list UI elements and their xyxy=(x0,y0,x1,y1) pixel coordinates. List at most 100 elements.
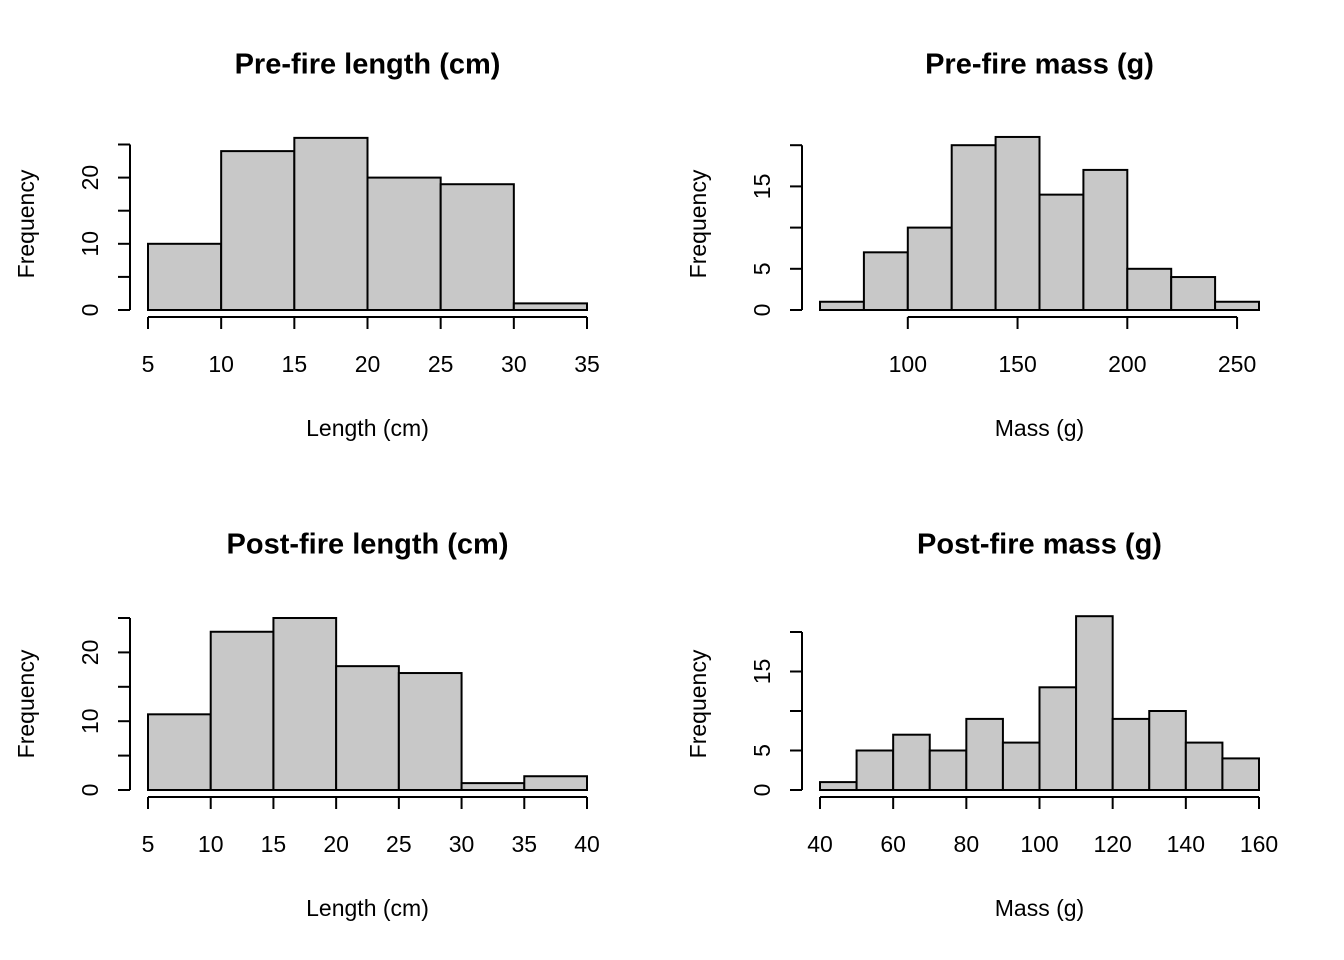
y-axis-label: Frequency xyxy=(685,169,711,278)
x-axis-label: Length (cm) xyxy=(306,895,429,921)
histogram-bar xyxy=(1148,710,1187,791)
histogram-bars xyxy=(819,135,1260,312)
x-tick-label: 100 xyxy=(1020,831,1058,857)
x-tick-label: 40 xyxy=(574,831,600,857)
panel-title: Pre-fire mass (g) xyxy=(925,49,1154,81)
x-tick-label: 25 xyxy=(428,351,454,377)
y-tick-label: 10 xyxy=(77,231,103,257)
x-tick-label: 20 xyxy=(323,831,349,857)
y-axis-label: Frequency xyxy=(13,649,39,758)
histogram-bar xyxy=(460,782,526,791)
histogram-bar xyxy=(1038,193,1085,311)
x-tick-label: 30 xyxy=(449,831,475,857)
x-tick-label: 15 xyxy=(282,351,308,377)
panel-pre-fire-length: Pre-fire length (cm) Length (cm) Frequen… xyxy=(13,49,600,441)
histogram-bar xyxy=(819,781,858,791)
x-tick-label: 40 xyxy=(807,831,833,857)
x-axis-label: Length (cm) xyxy=(306,415,429,441)
x-tick-label: 60 xyxy=(880,831,906,857)
histogram-bar xyxy=(397,672,463,791)
histogram-bar xyxy=(1214,300,1260,312)
histogram-bar xyxy=(512,302,588,312)
x-tick-label: 120 xyxy=(1093,831,1131,857)
panel-title: Post-fire length (cm) xyxy=(227,529,509,561)
histogram-bar xyxy=(1038,686,1078,791)
histogram-bar xyxy=(1111,717,1151,792)
histogram-bar xyxy=(1126,267,1173,311)
panel-post-fire-mass: Post-fire mass (g) Mass (g) Frequency 40… xyxy=(685,529,1278,921)
x-tick-label: 20 xyxy=(355,351,381,377)
y-tick-label: 15 xyxy=(749,659,775,685)
histogram-bars xyxy=(147,617,588,792)
x-axis-label: Mass (g) xyxy=(995,895,1084,921)
y-axis: 0 5 15 xyxy=(749,144,803,317)
x-tick-label: 200 xyxy=(1108,351,1146,377)
y-tick-label: 15 xyxy=(749,174,775,200)
x-axis: 5 10 15 20 25 30 35 40 xyxy=(142,796,600,857)
histogram-bar xyxy=(147,242,223,311)
y-tick-label: 5 xyxy=(749,262,775,275)
x-tick-label: 10 xyxy=(208,351,234,377)
histogram-bar xyxy=(335,665,400,791)
histogram-bar xyxy=(906,226,953,312)
x-tick-label: 5 xyxy=(142,831,155,857)
histogram-bar xyxy=(209,630,275,792)
histogram-bars xyxy=(819,615,1260,792)
x-tick-label: 5 xyxy=(142,351,155,377)
histogram-bar xyxy=(523,775,588,791)
histogram-bar xyxy=(862,251,909,312)
x-axis: 40 60 80 100 120 140 160 xyxy=(807,796,1278,857)
histogram-bar xyxy=(1082,168,1129,311)
y-tick-label: 5 xyxy=(749,744,775,757)
panel-title: Post-fire mass (g) xyxy=(917,529,1162,561)
histogram-bar xyxy=(1001,741,1041,791)
y-tick-label: 0 xyxy=(749,304,775,317)
x-tick-label: 25 xyxy=(386,831,412,857)
histogram-bar xyxy=(293,136,369,311)
x-tick-label: 150 xyxy=(998,351,1036,377)
histogram-bar xyxy=(1221,757,1260,792)
panel-pre-fire-mass: Pre-fire mass (g) Mass (g) Frequency 100… xyxy=(685,49,1260,441)
x-tick-label: 30 xyxy=(501,351,527,377)
histogram-bar xyxy=(892,733,931,792)
histogram-bar xyxy=(855,749,895,791)
x-tick-label: 250 xyxy=(1218,351,1256,377)
x-tick-label: 140 xyxy=(1167,831,1205,857)
histogram-bar xyxy=(928,749,968,791)
histogram-bars xyxy=(147,136,588,312)
histogram-bar xyxy=(819,300,865,312)
histogram-bar xyxy=(994,135,1041,311)
histogram-bar xyxy=(147,713,212,792)
y-axis-label: Frequency xyxy=(685,649,711,758)
x-tick-label: 35 xyxy=(574,351,600,377)
x-axis: 5 10 15 20 25 30 35 xyxy=(142,316,600,377)
panel-title: Pre-fire length (cm) xyxy=(235,49,501,81)
histogram-bar xyxy=(439,183,515,311)
x-tick-label: 100 xyxy=(889,351,927,377)
y-axis: 0 10 20 xyxy=(77,143,131,317)
x-axis: 100 150 200 250 xyxy=(889,316,1256,377)
x-tick-label: 10 xyxy=(198,831,224,857)
y-tick-label: 0 xyxy=(749,784,775,797)
y-axis: 0 10 20 xyxy=(77,617,131,797)
histogram-bar xyxy=(272,617,338,791)
y-tick-label: 20 xyxy=(77,640,103,666)
x-tick-label: 15 xyxy=(261,831,287,857)
y-tick-label: 0 xyxy=(77,304,103,317)
y-tick-label: 20 xyxy=(77,165,103,191)
x-tick-label: 35 xyxy=(511,831,537,857)
panel-post-fire-length: Post-fire length (cm) Length (cm) Freque… xyxy=(13,529,600,921)
histogram-bar xyxy=(366,176,442,311)
histogram-bar xyxy=(1170,276,1217,312)
y-tick-label: 10 xyxy=(77,708,103,734)
x-tick-label: 160 xyxy=(1240,831,1278,857)
histogram-bar xyxy=(965,717,1004,792)
x-tick-label: 80 xyxy=(954,831,980,857)
y-axis: 0 5 15 xyxy=(749,631,803,797)
histogram-bar xyxy=(220,150,296,311)
histogram-bar xyxy=(1184,741,1224,791)
y-tick-label: 0 xyxy=(77,784,103,797)
x-axis-label: Mass (g) xyxy=(995,415,1084,441)
histogram-bar xyxy=(1075,615,1114,792)
